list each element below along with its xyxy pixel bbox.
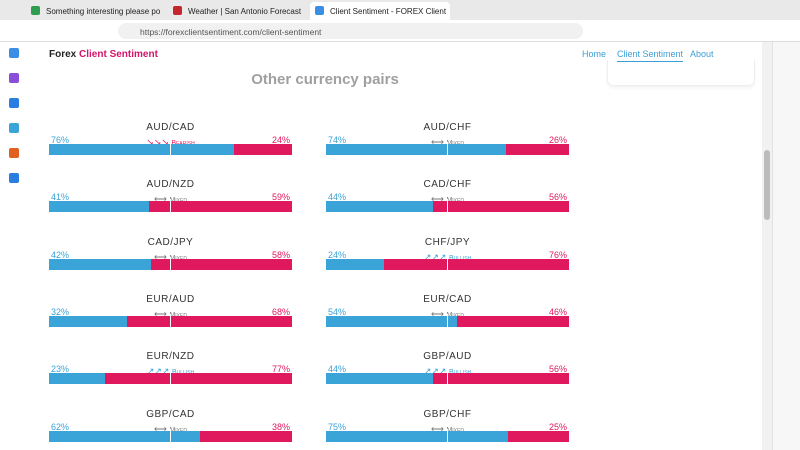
short-bar: [432, 201, 569, 213]
short-bar: [432, 373, 569, 385]
short-bar: [457, 315, 569, 327]
sidebar-icon[interactable]: [9, 173, 19, 183]
sidebar-icon[interactable]: [9, 48, 19, 58]
sentiment: Bullish: [326, 366, 569, 377]
center-line: [447, 371, 448, 386]
brand-a: Forex: [49, 49, 77, 60]
tab[interactable]: Weather | San Antonio Forecast: [168, 2, 308, 20]
sidebar: [772, 42, 800, 450]
long-bar: [326, 144, 506, 155]
center-line: [170, 199, 171, 214]
short-bar: [148, 201, 292, 213]
long-bar: [49, 144, 234, 155]
pair-name: CAD/CHF: [423, 179, 472, 191]
sentiment: Mixed: [49, 424, 292, 435]
nav-link[interactable]: About: [690, 49, 714, 59]
sentiment: Mixed: [326, 137, 569, 148]
sentiment: Mixed: [49, 194, 292, 205]
pair-name: CAD/JPY: [147, 236, 194, 248]
tab[interactable]: Something interesting please po: [26, 2, 166, 20]
tab-icon: [173, 6, 182, 15]
pair-name: AUD/CHF: [423, 122, 472, 133]
sentiment: Mixed: [49, 252, 292, 263]
short-bar: [508, 430, 569, 442]
sentiment: Mixed: [326, 424, 569, 435]
long-bar: [49, 258, 152, 270]
long-bar: [326, 373, 433, 385]
nav-link[interactable]: Home: [582, 49, 607, 59]
tab[interactable]: Client Sentiment - FOREX Client: [310, 2, 450, 20]
sentiment: Bullish: [49, 366, 292, 377]
sentiment: Bearish: [49, 137, 292, 148]
long-bar: [49, 201, 149, 213]
nav-link[interactable]: Client Sentiment: [617, 49, 684, 62]
pair-name: EUR/NZD: [146, 351, 195, 363]
long-bar: [49, 373, 105, 385]
center-line: [170, 256, 171, 271]
pair-name: GBP/CAD: [146, 408, 195, 420]
short-bar: [199, 430, 292, 442]
center-line: [447, 256, 448, 271]
pair-name: AUD/NZD: [146, 179, 195, 191]
pair-name: EUR/CAD: [423, 293, 472, 305]
pair-name: CHF/JPY: [424, 236, 471, 248]
long-bar: [326, 430, 509, 442]
short-bar: [233, 144, 292, 155]
center-line: [447, 313, 448, 328]
sentiment: Mixed: [326, 309, 569, 320]
center-line: [170, 371, 171, 386]
pair-name: EUR/AUD: [146, 293, 195, 305]
short-bar: [384, 258, 569, 270]
sidebar-icon[interactable]: [9, 73, 19, 83]
scroll-thumb[interactable]: [764, 150, 770, 220]
sidebar-icon[interactable]: [9, 98, 19, 108]
tab-icon: [315, 6, 324, 15]
short-bar: [151, 258, 292, 270]
center-line: [447, 428, 448, 443]
pair-name: AUD/CAD: [146, 122, 195, 133]
brand[interactable]: Forex Client Sentiment: [49, 49, 158, 60]
short-bar: [126, 315, 292, 327]
sidebar-icon[interactable]: [9, 148, 19, 158]
short-bar: [104, 373, 292, 385]
short-bar: [505, 144, 569, 155]
tab-icon: [31, 6, 40, 15]
center-line: [170, 313, 171, 328]
center-line: [447, 199, 448, 214]
brand-b: Client Sentiment: [79, 49, 158, 60]
long-bar: [49, 430, 200, 442]
sentiment: Bullish: [326, 252, 569, 263]
pair-name: GBP/AUD: [423, 351, 472, 363]
sentiment: Mixed: [49, 309, 292, 320]
card: [607, 60, 755, 86]
pair-name: GBP/CHF: [423, 408, 472, 420]
long-bar: [326, 201, 433, 213]
sentiment: Mixed: [326, 194, 569, 205]
sidebar-icon[interactable]: [9, 123, 19, 133]
url-field[interactable]: https://forexclientsentiment.com/client-…: [118, 23, 583, 39]
center-line: [170, 428, 171, 443]
long-bar: [326, 315, 458, 327]
section-title: Other currency pairs: [251, 71, 399, 88]
center-line: [170, 142, 171, 156]
long-bar: [49, 315, 127, 327]
scrollbar[interactable]: [762, 42, 772, 450]
center-line: [447, 142, 448, 156]
long-bar: [326, 258, 385, 270]
